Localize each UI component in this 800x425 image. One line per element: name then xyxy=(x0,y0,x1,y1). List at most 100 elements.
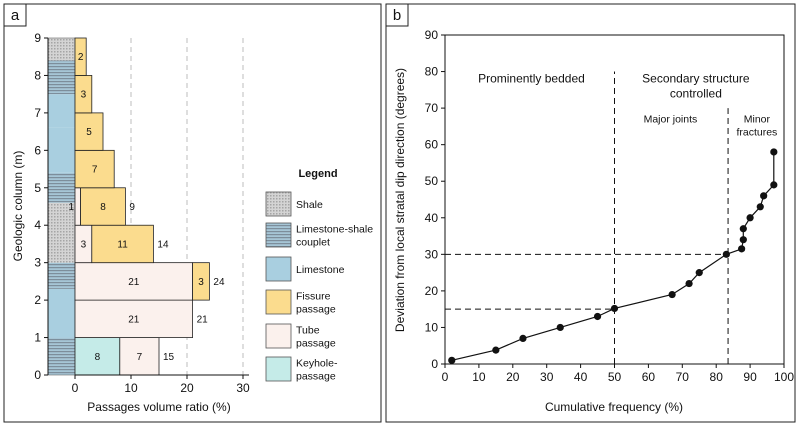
legend-swatch-limestone xyxy=(265,256,292,282)
column-bed xyxy=(48,38,75,61)
bar-value-label: 21 xyxy=(128,277,140,288)
legend-label: Limestone xyxy=(296,264,345,276)
x-tick-label: 0 xyxy=(72,381,79,395)
y-tick-label: 7 xyxy=(34,106,41,120)
x-tick-label: 0 xyxy=(442,370,449,384)
panel-b-frame xyxy=(385,3,796,423)
column-bed xyxy=(48,337,75,375)
bar-total-label: 24 xyxy=(213,277,225,288)
bar-fissure xyxy=(74,37,87,76)
annotation-bedded: Prominently bedded xyxy=(478,72,585,86)
data-point xyxy=(760,192,768,200)
data-point xyxy=(756,203,764,211)
legend-label: passage xyxy=(296,338,336,350)
legend-label: couplet xyxy=(296,237,330,249)
panel-a-frame xyxy=(3,3,382,423)
bar-total-label: 14 xyxy=(157,239,169,250)
bar-tube xyxy=(74,262,193,301)
y-tick-label: 3 xyxy=(34,256,41,270)
panel-a-label-box xyxy=(3,3,27,27)
column-bed xyxy=(48,262,75,289)
x-tick-label: 20 xyxy=(506,370,520,384)
legend-title: Legend xyxy=(298,168,337,180)
annotation-secondary: Secondary structure xyxy=(642,72,750,86)
panel-a-axes: 0 10 20 30 0 1 2 3 4 5 6 7 8 9 xyxy=(34,31,250,395)
bar-value-label: 8 xyxy=(95,352,101,363)
data-point xyxy=(685,279,693,288)
data-point xyxy=(722,250,730,258)
bar-fissure xyxy=(192,262,210,301)
y-tick-label: 40 xyxy=(425,211,439,225)
data-point xyxy=(739,236,747,244)
x-tick-label: 40 xyxy=(574,370,588,384)
y-tick-label: 8 xyxy=(34,68,41,82)
panel-b-ylabel: Deviation from local stratal dip directi… xyxy=(393,68,407,332)
annotation-minor: fractures xyxy=(736,127,777,139)
legend-label: Fissure xyxy=(296,291,331,303)
x-tick-label: 50 xyxy=(608,370,622,384)
bar-value-label: 3 xyxy=(81,90,87,101)
x-tick-label: 20 xyxy=(180,381,194,395)
column-bed xyxy=(48,172,75,203)
bar-value-label: 3 xyxy=(81,239,87,250)
bar-tube xyxy=(74,187,81,226)
x-tick-label: 80 xyxy=(710,370,724,384)
legend-label: Keyhole- xyxy=(296,358,338,370)
y-tick-label: 20 xyxy=(425,284,439,298)
legend-swatch-couplet xyxy=(265,222,292,248)
bar-keyhole xyxy=(74,337,121,376)
x-tick-label: 30 xyxy=(236,381,250,395)
bar-fissure xyxy=(74,149,115,189)
panel-b-xlabel: Cumulative frequency (%) xyxy=(545,400,683,414)
data-point xyxy=(770,181,778,189)
legend-swatch-fissure xyxy=(265,289,292,315)
panel-b-label-box xyxy=(385,3,409,27)
y-tick-label: 0 xyxy=(431,357,438,371)
y-tick-label: 60 xyxy=(425,138,439,152)
x-tick-label: 10 xyxy=(472,370,486,384)
data-point xyxy=(668,290,676,299)
bar-value-label: 2 xyxy=(78,52,84,63)
x-tick-label: 30 xyxy=(540,370,554,384)
annotation-major: Major joints xyxy=(644,114,698,126)
bar-total-label: 15 xyxy=(163,352,175,363)
geologic-column xyxy=(47,37,76,376)
bar-value-label: 5 xyxy=(86,127,92,138)
legend-swatch-shale xyxy=(265,191,292,217)
panel-b-plot: 0 10 20 30 40 50 60 70 80 90 100 0 10 20 30 40 50 60 70 80 9… xyxy=(425,28,795,384)
y-tick-label: 9 xyxy=(34,31,41,45)
legend-swatch-keyhole xyxy=(265,356,292,382)
y-tick-label: 0 xyxy=(34,368,41,382)
column-bed xyxy=(48,94,75,128)
bar-total-label: 21 xyxy=(197,314,209,325)
bar-fissure xyxy=(91,224,154,264)
y-tick-label: 80 xyxy=(425,65,439,79)
panel-b-label: b xyxy=(393,7,401,24)
data-point xyxy=(448,356,456,364)
y-tick-label: 30 xyxy=(425,247,439,261)
passage-bars: 8 7 15 21 21 21 3 24 3 11 14 1 8 9 7 5 3 2 xyxy=(68,37,225,376)
data-point xyxy=(695,269,703,277)
legend-label: Limestone-shale xyxy=(296,224,373,236)
legend-label: passage xyxy=(296,304,336,316)
x-tick-label: 10 xyxy=(124,381,138,395)
data-point xyxy=(770,148,778,156)
bar-value-label: 3 xyxy=(198,277,204,288)
column-bed xyxy=(48,288,75,338)
data-point xyxy=(739,225,747,233)
y-tick-label: 4 xyxy=(34,218,41,232)
y-tick-label: 2 xyxy=(34,293,41,307)
column-bed xyxy=(48,60,75,95)
data-point xyxy=(610,304,619,313)
data-point xyxy=(492,346,500,354)
legend-swatch-tube xyxy=(265,323,292,349)
y-tick-label: 1 xyxy=(34,331,41,345)
y-tick-label: 10 xyxy=(425,320,439,334)
y-tick-label: 90 xyxy=(425,28,439,42)
x-tick-label: 70 xyxy=(676,370,690,384)
bar-value-label: 21 xyxy=(128,314,140,325)
column-bed xyxy=(48,127,75,173)
data-point xyxy=(738,245,746,253)
